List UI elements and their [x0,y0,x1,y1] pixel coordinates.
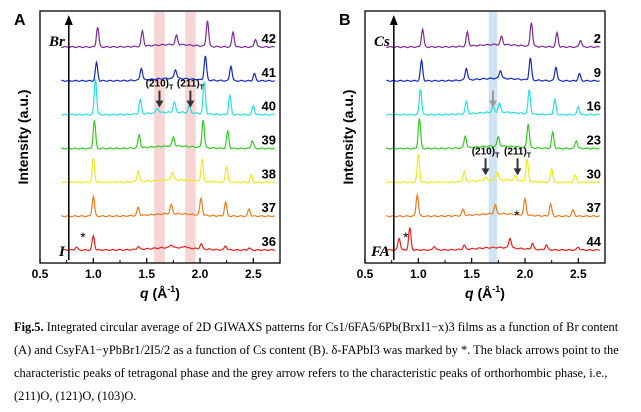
peak-arrowhead-b-0 [481,168,490,176]
series-line-b-23 [386,118,600,150]
figure-caption: Fig.5. Integrated circular average of 2D… [14,316,630,408]
peak-arrowhead-a-0 [155,100,164,108]
series-label-a-41: 41 [262,65,276,80]
series-line-b-37 [386,192,600,218]
series-line-b-2 [386,22,600,49]
x-tick-label-a: 2.5 [245,267,262,281]
series-line-a-37 [61,194,275,218]
x-tick-label-b: 2.0 [517,267,534,281]
caption-label: Fig.5. [14,320,44,334]
caption-text: Integrated circular average of 2D GIWAXS… [14,320,619,403]
series-label-a-42: 42 [262,31,276,46]
peak-arrowhead-b-2 [489,100,497,108]
x-tick-label-b: 0.5 [357,267,374,281]
series-line-a-36 [61,234,275,252]
arrow-top-label-a: Br [48,34,65,50]
series-label-b-2: 2 [594,31,601,46]
series-line-a-42 [61,20,275,49]
arrow-bottom-label-a: I [58,244,66,260]
composition-arrowhead-b [389,15,398,25]
series-label-a-36: 36 [262,234,276,249]
x-tick-label-b: 1.5 [463,267,480,281]
panel-letter-b: B [339,12,351,29]
series-line-a-40 [61,78,275,116]
highlight-band-a-1 [185,12,196,263]
delta-phase-marker-a-2: * [80,229,86,245]
series-label-a-38: 38 [262,166,276,181]
peak-arrowhead-a-1 [186,100,195,108]
series-label-b-44: 44 [587,234,602,249]
x-tick-label-a: 2.0 [192,267,209,281]
arrow-bottom-label-b: FA [370,244,390,260]
peak-label-b-0: (210)T [472,146,500,159]
plot-frame-b [364,10,606,264]
y-axis-label-b: Intensity (a.u.) [340,90,356,185]
series-label-b-16: 16 [587,99,601,114]
series-label-a-39: 39 [262,133,276,148]
peak-label-a-1: (211)T [177,79,205,92]
panel-b: 44 37 30 23 16 9 2 (210)T (211)T * * 0.5 1.0 1.5 2.0 2.… [339,10,606,301]
series-label-b-23: 23 [587,133,601,148]
series-line-b-44 [386,227,600,252]
x-tick-label-a: 0.5 [32,267,49,281]
delta-phase-marker-b-4: * [514,207,520,223]
highlight-band-b-0 [488,12,498,263]
series-line-b-30 [386,153,600,184]
x-axis-label-a: q (Å-1) [140,284,180,301]
x-axis-label-b: q (Å-1) [465,284,505,301]
x-tick-label-b: 2.5 [570,267,587,281]
series-line-b-9 [386,57,600,82]
series-label-b-37: 37 [587,200,601,215]
composition-arrowhead-a [64,15,73,25]
series-line-a-39 [61,119,275,150]
peak-arrowhead-b-1 [513,168,522,176]
series-label-a-40: 40 [262,99,276,114]
series-label-a-37: 37 [262,200,276,215]
x-tick-label-b: 1.0 [410,267,427,281]
x-tick-label-a: 1.0 [85,267,102,281]
y-axis-label-a: Intensity (a.u.) [15,90,31,185]
highlight-band-a-0 [154,12,165,263]
arrow-top-label-b: Cs [374,34,390,50]
x-tick-label-a: 1.5 [138,267,155,281]
panel-a: 36 37 38 39 40 41 42 (210)T (211)T * 0.5 1.0 1.5 2.0 2… [14,10,281,301]
delta-phase-marker-b-3: * [403,229,409,245]
peak-label-b-1: (211)T [504,146,532,159]
series-line-a-38 [61,157,275,184]
panel-letter-a: A [14,12,26,29]
series-label-b-30: 30 [587,166,601,181]
plot-frame-a [39,10,281,264]
peak-label-a-0: (210)T [146,79,174,92]
series-line-a-41 [61,55,275,82]
series-label-b-9: 9 [594,65,601,80]
